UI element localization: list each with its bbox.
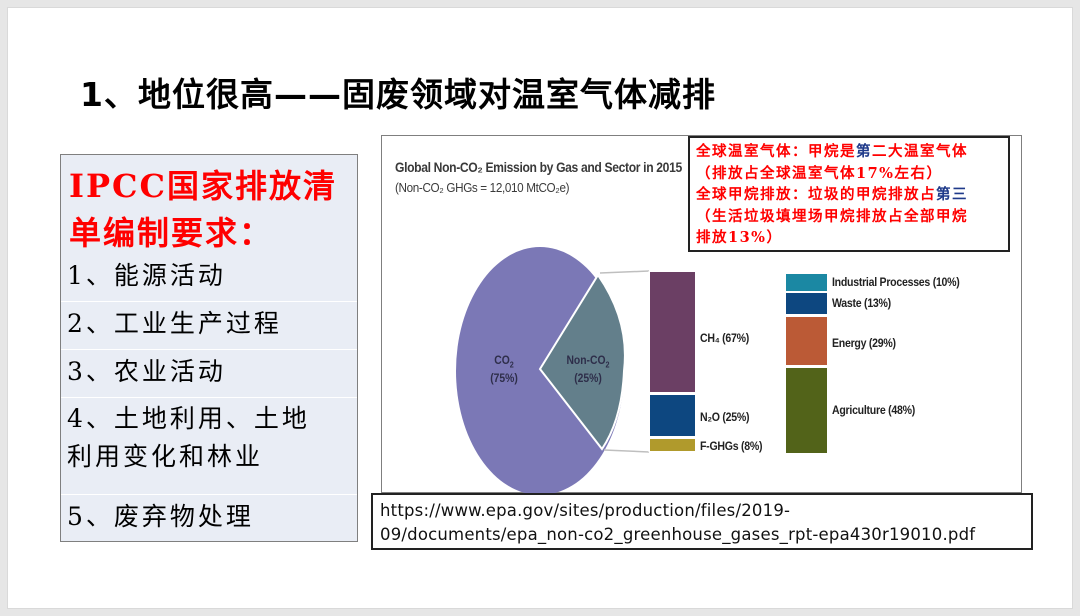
requirements-header-line1: IPCC国家排放清 (69, 167, 337, 205)
pie-slice-non-co2 (538, 273, 626, 451)
pie-label-non-co2: Non-CO2 (25%) (566, 355, 610, 386)
requirement-label: 1、能源活动 (67, 261, 226, 290)
requirement-item-energy: 1、能源活动 (61, 256, 357, 301)
requirement-item-land-use: 4、土地利用、土地 利用变化和林业 (61, 397, 357, 494)
label-industrial: Industrial Processes (10%) (832, 275, 960, 289)
bar-n2o (650, 395, 695, 436)
chart-title: Global Non-CO₂ Emission by Gas and Secto… (395, 160, 682, 175)
requirement-label-line2: 利用变化和林业 (67, 442, 264, 471)
methane-annotation: 全球温室气体：甲烷是第二大温室气体 （排放占全球温室气体17%左右） 全球甲烷排… (688, 136, 1010, 252)
label-ch4: CH₄ (67%) (700, 331, 750, 345)
label-agriculture: Agriculture (48%) (832, 403, 915, 417)
requirement-item-agriculture: 3、农业活动 (61, 349, 357, 397)
bar-agriculture (786, 368, 827, 453)
requirement-label: 2、工业生产过程 (67, 309, 282, 338)
label-energy: Energy (29%) (832, 336, 896, 350)
requirements-header: IPCC国家排放清 单编制要求： (69, 163, 354, 257)
requirement-item-industrial: 2、工业生产过程 (61, 301, 357, 349)
label-n2o: N₂O (25%) (700, 410, 750, 424)
pie-label-co2: CO2 (75%) (490, 355, 518, 386)
ipcc-requirements-box: IPCC国家排放清 单编制要求： 1、能源活动 2、工业生产过程 3、农业活动 … (60, 154, 358, 542)
page-title: 1、地位很高——固废领域对温室气体减排 (80, 75, 716, 114)
annotation-line1: 全球温室气体：甲烷是第二大温室气体 (696, 143, 968, 160)
annotation-line3: 全球甲烷排放：垃圾的甲烷排放占第三 (696, 186, 968, 203)
bar-ch4 (650, 272, 695, 392)
annotation-line4: （生活垃圾填埋场甲烷排放占全部甲烷 (696, 207, 968, 225)
label-fghgs: F-GHGs (8%) (700, 439, 763, 453)
annotation-line5: 排放13%） (696, 229, 783, 246)
source-url-line1[interactable]: https://www.epa.gov/sites/production/fil… (380, 501, 791, 520)
requirement-label-line1: 4、土地利用、土地 (67, 404, 310, 433)
source-url-line2[interactable]: 09/documents/epa_non-co2_greenhouse_gase… (380, 525, 976, 544)
annotation-line2: （排放占全球温室气体17%左右） (696, 164, 943, 182)
label-waste: Waste (13%) (832, 296, 891, 310)
bar-industrial (786, 274, 827, 291)
requirement-item-waste: 5、废弃物处理 (61, 494, 357, 542)
requirements-header-line2: 单编制要求： (69, 214, 274, 252)
chart-graphics (456, 247, 827, 494)
bar-fghgs (650, 439, 695, 451)
source-url-box[interactable]: https://www.epa.gov/sites/production/fil… (371, 493, 1033, 550)
requirement-label: 5、废弃物处理 (67, 502, 254, 531)
bar-energy (786, 317, 827, 365)
requirement-label: 3、农业活动 (67, 357, 226, 386)
chart-subtitle: (Non-CO₂ GHGs = 12,010 MtCO₂e) (395, 180, 570, 195)
bar-waste (786, 293, 827, 314)
